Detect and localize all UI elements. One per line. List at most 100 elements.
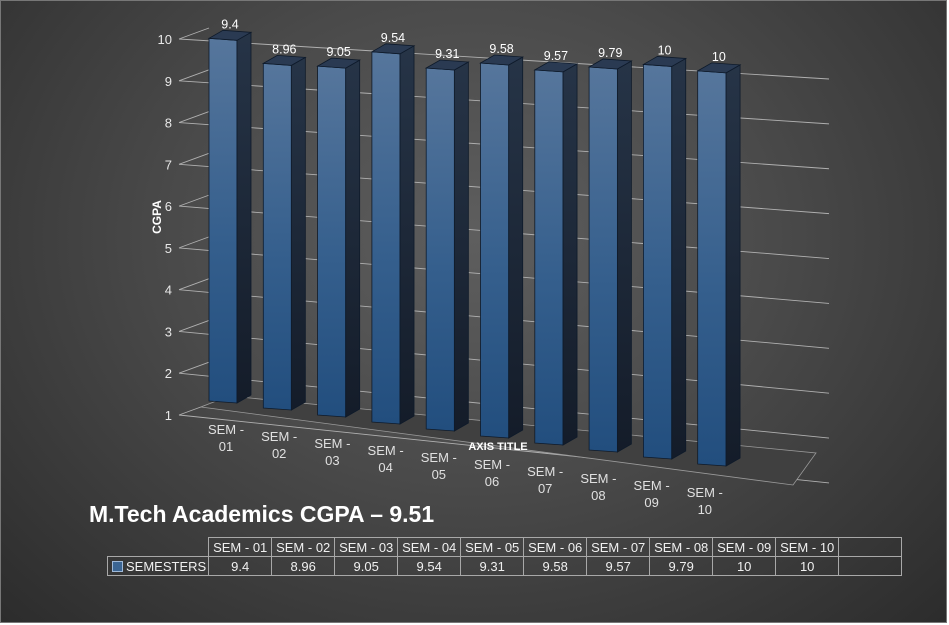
bar — [424, 59, 470, 432]
data-label: 8.96 — [272, 42, 296, 56]
table-corner-cell — [107, 537, 210, 557]
table-header-cell: SEM - 01 — [208, 537, 273, 557]
x-tick-label: SEM - — [261, 429, 297, 444]
data-label: 9.54 — [381, 31, 405, 45]
table-header-cell: SEM - 08 — [649, 537, 714, 557]
table-header-cell: SEM - 07 — [586, 537, 651, 557]
bar-top-face — [261, 54, 307, 66]
data-table: SEM - 01 SEM - 02 SEM - 03 SEM - 04 SEM … — [106, 537, 903, 576]
x-tick-label: SEM - — [421, 450, 457, 465]
table-value-cell: 9.57 — [586, 556, 651, 576]
x-tick-label: SEM - — [634, 478, 670, 493]
y-tick-label: 5 — [165, 241, 172, 256]
bar-side-face — [671, 57, 687, 460]
axis-depth-tick — [178, 320, 210, 332]
bar — [533, 61, 579, 446]
bar-front-face — [425, 67, 455, 432]
data-label: 9.57 — [544, 49, 568, 63]
bar — [370, 43, 416, 425]
axis-depth-tick — [178, 152, 210, 165]
data-label: 9.4 — [221, 17, 238, 31]
table-header-row: SEM - 01 SEM - 02 SEM - 03 SEM - 04 SEM … — [107, 537, 903, 557]
x-axis-title: AXIS TITLE — [468, 441, 527, 453]
table-series-cell: SEMESTERS — [106, 556, 210, 576]
table-row: SEMESTERS 9.4 8.96 9.05 9.54 9.31 9.58 9… — [106, 556, 903, 576]
bar — [261, 54, 307, 411]
axis-depth-tick — [178, 69, 210, 82]
x-tick-label: SEM - — [208, 422, 244, 437]
data-label: 9.58 — [489, 42, 513, 56]
x-tick-label: SEM - — [687, 485, 723, 500]
x-tick-label: SEM - — [368, 443, 404, 458]
data-label: 9.79 — [598, 46, 622, 60]
table-header-cell: SEM - 09 — [712, 537, 777, 557]
bar-top-face — [696, 62, 742, 74]
table-value-cell: 8.96 — [271, 556, 336, 576]
data-label: 10 — [658, 43, 672, 57]
data-label: 10 — [712, 50, 726, 64]
table-empty-cell — [838, 537, 903, 557]
axis-depth-tick — [178, 194, 210, 207]
table-value-cell: 9.4 — [208, 556, 273, 576]
table-header-cell: SEM - 03 — [334, 537, 399, 557]
table-value-cell: 10 — [712, 556, 777, 576]
x-tick-label: 02 — [272, 446, 286, 461]
bar — [587, 58, 633, 453]
table-header-cell: SEM - 02 — [271, 537, 336, 557]
y-tick-label: 9 — [165, 74, 172, 89]
y-tick-label: 2 — [165, 366, 172, 381]
series-label: SEMESTERS — [126, 558, 207, 574]
data-label: 9.05 — [326, 45, 350, 59]
data-label: 9.31 — [435, 47, 459, 61]
bar-side-face — [562, 63, 578, 446]
bar — [642, 56, 688, 460]
bar-front-face — [697, 70, 727, 467]
bar-side-face — [725, 64, 741, 467]
x-tick-label: 09 — [644, 495, 658, 510]
axis-depth-tick — [178, 111, 210, 123]
bar-side-face — [345, 59, 361, 418]
bar-top-face — [370, 43, 416, 55]
bar — [316, 57, 362, 418]
bar-top-face — [642, 56, 688, 67]
legend-key-icon — [112, 560, 123, 572]
bar-top-face — [316, 57, 362, 69]
x-tick-label: 08 — [591, 488, 605, 503]
bar-front-face — [208, 37, 238, 404]
bar-side-face — [290, 56, 306, 411]
bar — [696, 62, 742, 467]
x-tick-label: 05 — [432, 467, 446, 482]
table-header-cell: SEM - 05 — [460, 537, 525, 557]
bar — [479, 54, 525, 439]
axis-depth-tick — [178, 236, 210, 249]
y-tick-label: 6 — [165, 199, 172, 214]
y-axis-title: CGPA — [150, 200, 164, 234]
bar-front-face — [480, 62, 510, 439]
y-tick-label: 1 — [165, 408, 172, 423]
table-header-cell: SEM - 10 — [775, 537, 840, 557]
table-value-cell: 9.05 — [334, 556, 399, 576]
bar-side-face — [236, 31, 252, 404]
bar-side-face — [616, 60, 632, 453]
table-empty-cell — [838, 556, 903, 576]
bar-side-face — [508, 56, 524, 439]
y-tick-label: 3 — [165, 324, 172, 339]
bar-front-face — [534, 69, 564, 446]
bar-side-face — [453, 61, 469, 432]
table-value-cell: 10 — [775, 556, 840, 576]
y-tick-label: 10 — [158, 32, 172, 47]
x-tick-label: SEM - — [314, 436, 350, 451]
bar-top-face — [533, 61, 579, 73]
bar-front-face — [588, 66, 618, 453]
table-header-cell: SEM - 06 — [523, 537, 588, 557]
x-tick-label: SEM - — [474, 457, 510, 472]
table-value-cell: 9.54 — [397, 556, 462, 576]
x-tick-label: 03 — [325, 453, 339, 468]
x-tick-label: 07 — [538, 481, 552, 496]
table-header-cell: SEM - 04 — [397, 537, 462, 557]
x-tick-label: 01 — [219, 439, 233, 454]
bar-top-face — [479, 54, 525, 66]
axis-depth-tick — [178, 27, 210, 40]
